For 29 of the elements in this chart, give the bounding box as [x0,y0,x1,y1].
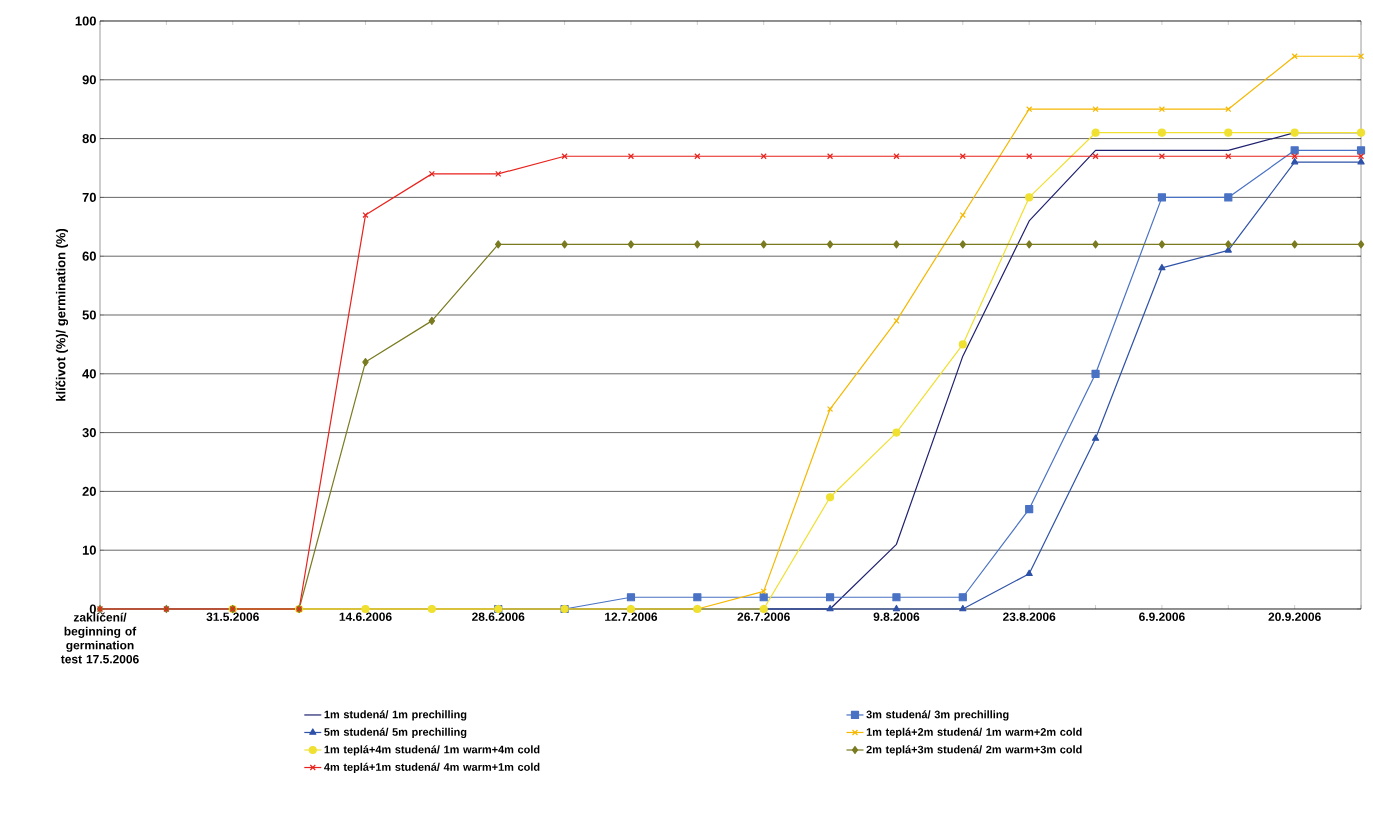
x-tick-label: 14.6.2006 [339,612,392,621]
legend-label: 1m teplá+2m studená/ 1m warm+2m cold [866,727,1082,739]
x-tick-label: 6.9.2006 [1139,612,1185,621]
y-tick-label: 60 [82,251,96,261]
y-tick-label: 20 [82,486,96,496]
x-tick-label: 20.9.2006 [1268,612,1321,621]
y-tick-label: 40 [82,369,96,379]
y-tick-label: 90 [82,75,96,85]
x-tick-label: zaklíčení/ beginning of germination test 17.5.2006 [60,612,139,664]
y-tick-label: 10 [82,545,96,555]
x-tick-label: 12.7.2006 [605,612,658,621]
y-tick-label: 0 [89,604,96,614]
y-tick-label: 100 [75,16,96,26]
x-tick-label: 23.8.2006 [1003,612,1056,622]
legend-label: 1m studená/ 1m prechilling [324,710,467,721]
x-tick-label: 28.6.2006 [472,612,525,621]
legend-label: 5m studená/ 5m prechilling [324,727,467,739]
legend-label: 2m teplá+3m studená/ 2m warm+3m cold [866,745,1082,756]
y-tick-label: 30 [82,428,96,438]
y-tick-label: 50 [82,310,96,320]
legend-label: 1m teplá+4m studená/ 1m warm+4m cold [324,745,540,756]
legend-label: 3m studená/ 3m prechilling [866,710,1009,721]
y-axis-title: klíčivot (%)/ germination (%) [55,228,69,401]
x-tick-label: 26.7.2006 [737,612,790,621]
y-tick-label: 80 [82,134,96,144]
x-tick-label: 9.8.2006 [873,612,920,621]
x-tick-label: 31.5.2006 [206,612,259,622]
legend-label: 4m teplá+1m studená/ 4m warm+1m cold [324,762,540,774]
y-tick-label: 70 [82,192,96,202]
